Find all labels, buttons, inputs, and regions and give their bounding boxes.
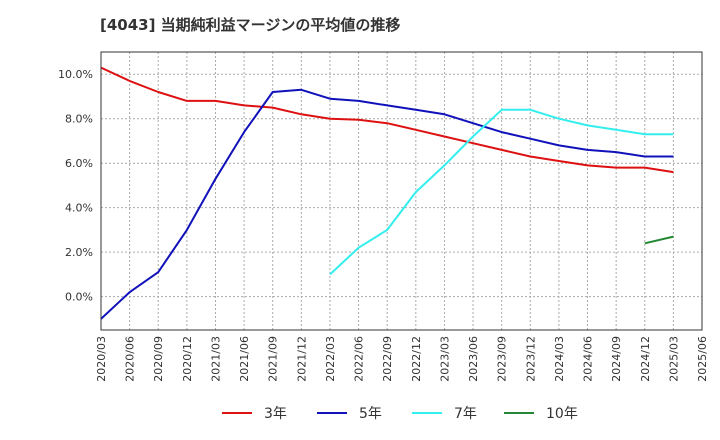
series-line-7年 <box>329 108 674 276</box>
plot-frame <box>100 51 703 331</box>
x-tick-label: 2023/03 <box>438 336 451 382</box>
x-tick-label: 2021/06 <box>238 336 251 382</box>
x-tick-label: 2023/06 <box>467 336 480 382</box>
x-tick-label: 2021/12 <box>295 336 308 382</box>
legend-label: 10年 <box>546 406 578 422</box>
x-tick-label: 2022/09 <box>381 336 394 382</box>
y-tick-label: 6.0% <box>65 157 93 170</box>
y-tick-labels: 0.0% 2.0% 4.0% 6.0% 8.0% 10.0% <box>58 68 93 303</box>
legend-item: 3年 <box>222 406 287 422</box>
y-tick-label: 8.0% <box>65 113 93 126</box>
series-line-10年 <box>644 235 674 245</box>
x-tick-label: 2022/12 <box>410 336 423 382</box>
x-tick-label: 2022/06 <box>353 336 366 382</box>
series-line-5年 <box>100 88 674 320</box>
legend-item: 10年 <box>504 406 578 422</box>
x-tick-label: 2022/03 <box>324 336 337 382</box>
y-tick-label: 4.0% <box>65 202 93 215</box>
x-tick-label: 2025/06 <box>696 336 709 382</box>
x-tick-label: 2023/12 <box>524 336 537 382</box>
series-lines <box>100 66 674 320</box>
x-tick-label: 2020/03 <box>95 336 108 382</box>
legend-label: 5年 <box>359 406 382 422</box>
legend-label: 3年 <box>264 406 287 422</box>
x-tick-label: 2021/03 <box>209 336 222 382</box>
x-tick-label: 2024/03 <box>553 336 566 382</box>
y-tick-label: 2.0% <box>65 246 93 259</box>
x-tick-labels: 2020/03 2020/06 2020/09 2020/12 2021/03 2021/… <box>95 336 709 382</box>
legend-item: 7年 <box>412 406 477 422</box>
x-tick-label: 2020/06 <box>124 336 137 382</box>
y-tick-label: 10.0% <box>58 68 93 81</box>
x-tick-label: 2020/09 <box>152 336 165 382</box>
axes <box>100 51 703 331</box>
legend-item: 5年 <box>317 406 382 422</box>
grid <box>101 52 702 330</box>
x-tick-label: 2024/06 <box>582 336 595 382</box>
legend: 3年 5年 7年 10年 <box>222 406 578 422</box>
x-tick-label: 2024/09 <box>610 336 623 382</box>
legend-label: 7年 <box>454 406 477 422</box>
x-tick-label: 2023/09 <box>496 336 509 382</box>
series-line-3年 <box>100 66 674 174</box>
x-tick-label: 2021/09 <box>267 336 280 382</box>
x-tick-label: 2025/03 <box>667 336 680 382</box>
y-tick-label: 0.0% <box>65 291 93 304</box>
x-tick-label: 2024/12 <box>639 336 652 382</box>
chart-title: [4043] 当期純利益マージンの平均値の推移 <box>100 16 401 34</box>
x-tick-label: 2020/12 <box>181 336 194 382</box>
